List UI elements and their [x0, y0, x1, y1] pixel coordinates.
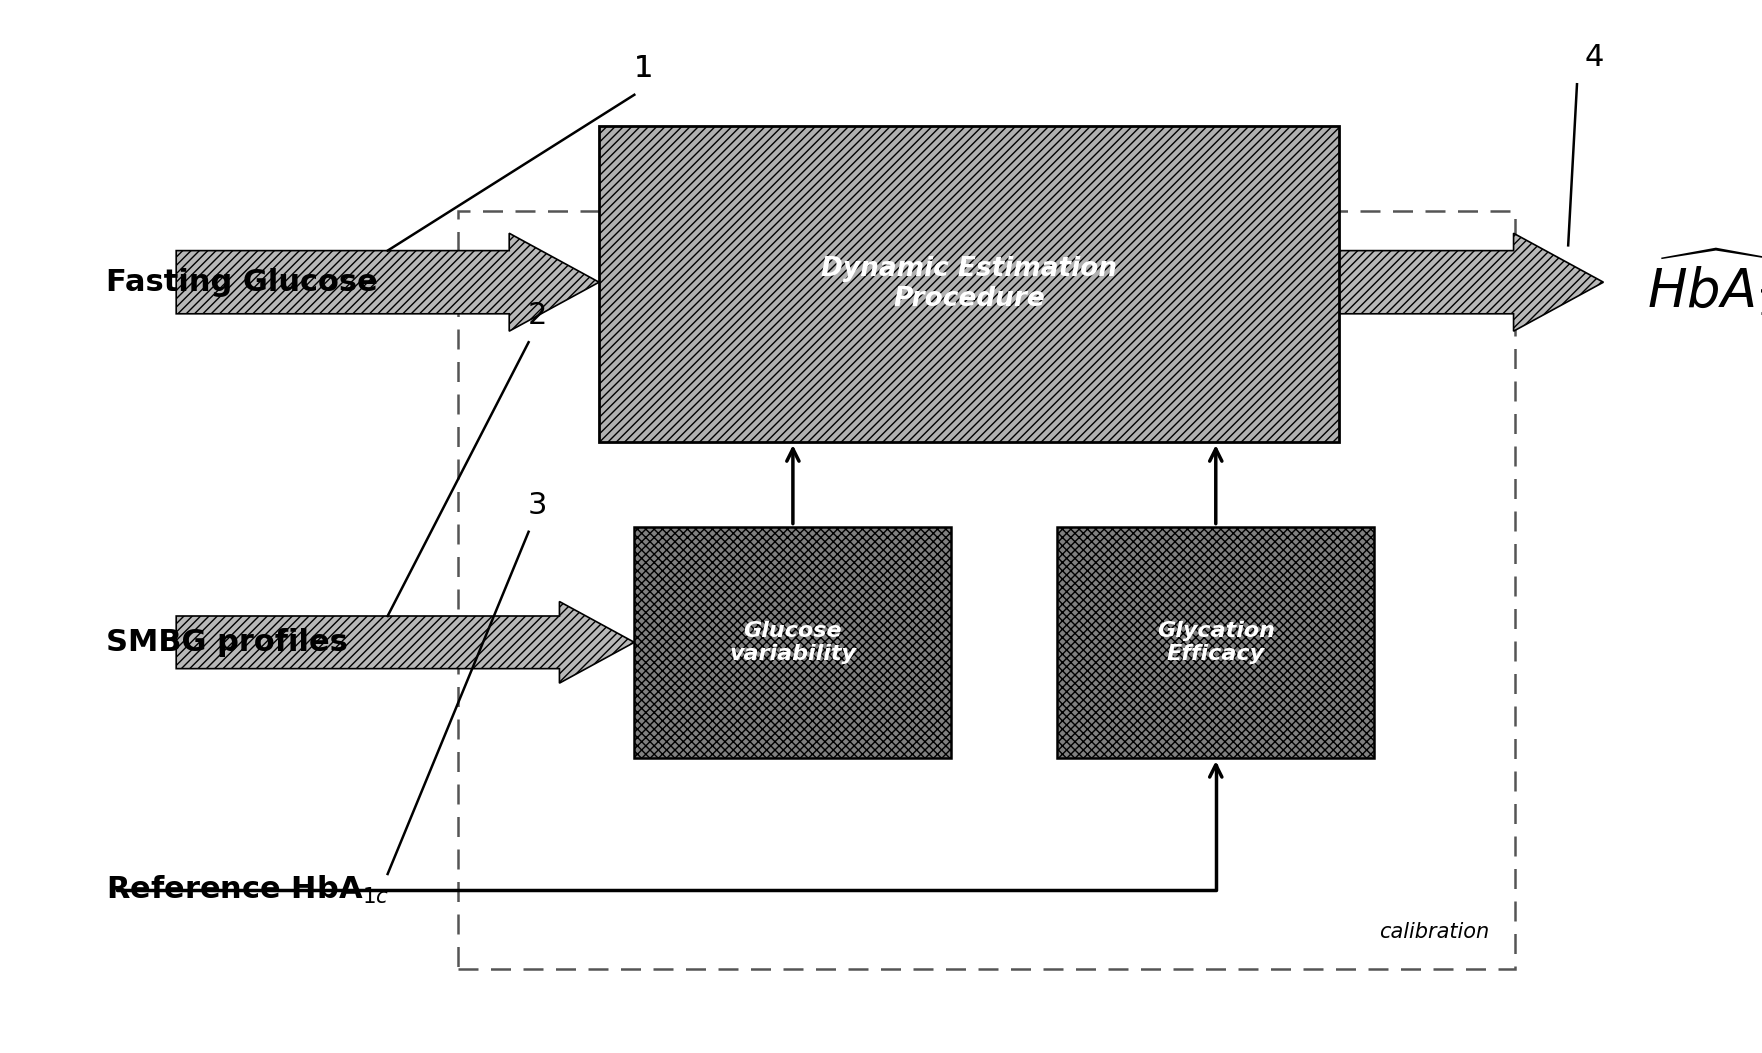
- Text: Reference HbA$_{1c}$: Reference HbA$_{1c}$: [106, 874, 389, 906]
- Text: 1: 1: [634, 54, 652, 83]
- FancyArrow shape: [176, 601, 634, 683]
- Text: Glycation
Efficacy: Glycation Efficacy: [1158, 620, 1274, 664]
- Text: Glucose
variability: Glucose variability: [729, 620, 856, 664]
- Text: calibration: calibration: [1378, 922, 1489, 942]
- FancyBboxPatch shape: [1057, 526, 1374, 758]
- Text: 3: 3: [527, 491, 548, 520]
- FancyArrow shape: [176, 234, 599, 331]
- FancyBboxPatch shape: [599, 126, 1339, 442]
- FancyBboxPatch shape: [634, 526, 951, 758]
- FancyArrow shape: [1339, 234, 1603, 331]
- Text: 1: 1: [634, 54, 652, 83]
- Text: Fasting Glucose: Fasting Glucose: [106, 267, 377, 297]
- Text: SMBG profiles: SMBG profiles: [106, 628, 347, 657]
- Text: Dynamic Estimation
Procedure: Dynamic Estimation Procedure: [821, 256, 1117, 313]
- Text: 2: 2: [529, 301, 546, 331]
- Text: 4: 4: [1586, 43, 1603, 73]
- Text: $\widehat{HbA}_{1c}$: $\widehat{HbA}_{1c}$: [1647, 246, 1762, 318]
